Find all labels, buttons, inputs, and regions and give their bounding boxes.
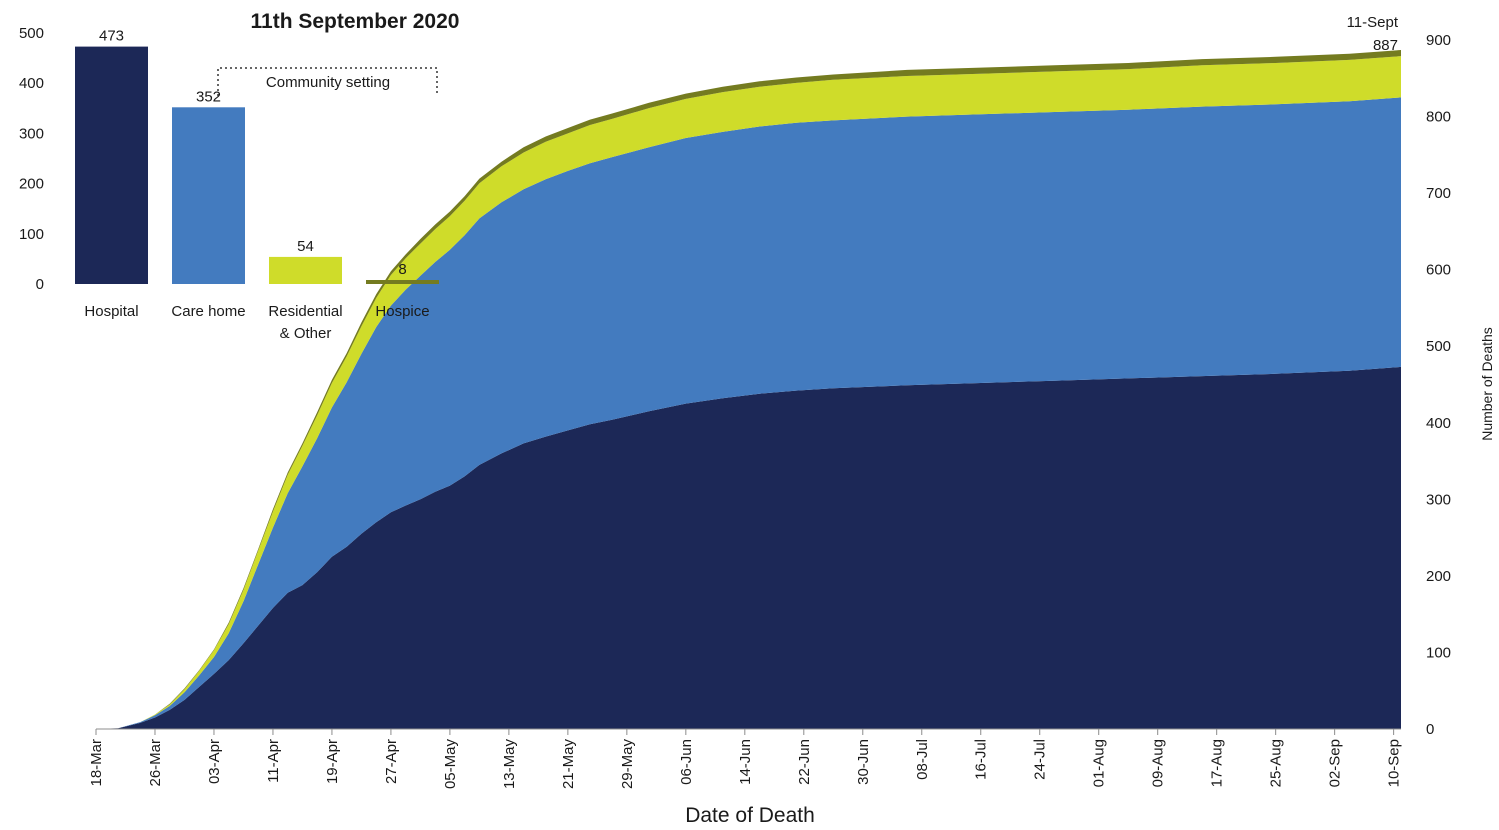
y-tick-label: 500 xyxy=(1426,338,1451,355)
x-tick-label: 19-Apr xyxy=(324,739,341,784)
x-axis-title: Date of Death xyxy=(685,804,815,827)
inset-category-label: Care home xyxy=(171,303,245,320)
inset-bar-value-label: 8 xyxy=(398,261,406,278)
x-tick-label: 30-Jun xyxy=(855,739,872,785)
x-tick-label: 17-Aug xyxy=(1209,739,1226,787)
inset-y-tick-label: 100 xyxy=(19,226,44,243)
end-date-annotation: 11-Sept xyxy=(1347,14,1399,31)
x-tick-label: 01-Aug xyxy=(1091,739,1108,787)
community-setting-label: Community setting xyxy=(266,74,390,91)
x-tick-label: 21-May xyxy=(560,739,577,790)
inset-bars: 473 Hospital 352 Care home 54 Residential & Ot… xyxy=(75,28,439,342)
x-tick-label: 08-Jul xyxy=(914,739,931,780)
inset-bar xyxy=(269,256,342,284)
inset-category-label: Residential xyxy=(268,303,342,320)
inset-bar xyxy=(75,46,148,284)
area-care-home xyxy=(96,97,1401,729)
x-tick-label: 25-Aug xyxy=(1268,739,1285,787)
inset-bar xyxy=(172,107,245,284)
inset-y-tick-label: 0 xyxy=(36,276,44,293)
x-tick-label: 24-Jul xyxy=(1032,739,1049,780)
x-tick-label: 06-Jun xyxy=(678,739,695,785)
x-tick-label: 10-Sep xyxy=(1386,739,1403,787)
inset-bar-value-label: 352 xyxy=(196,88,221,105)
inset-category-label: & Other xyxy=(280,325,332,342)
x-tick-label: 29-May xyxy=(619,739,636,790)
y-tick-label: 0 xyxy=(1426,721,1434,738)
y-tick-label: 300 xyxy=(1426,491,1451,508)
inset-bar-value-label: 54 xyxy=(297,238,314,255)
main-area-chart: 18-Mar 26-Mar 03-Apr 11-Apr 19-Apr 27-Apr 05-M… xyxy=(88,14,1495,827)
inset-category-label: Hospice xyxy=(375,303,429,320)
x-tick-label: 14-Jun xyxy=(737,739,754,785)
x-axis-ticks: 18-Mar 26-Mar 03-Apr 11-Apr 19-Apr 27-Apr 05-M… xyxy=(88,728,1403,790)
x-tick-label: 05-May xyxy=(442,739,459,790)
inset-y-tick-label: 200 xyxy=(19,176,44,193)
inset-y-tick-label: 400 xyxy=(19,75,44,92)
inset-y-axis-ticks: 0 100 200 300 400 500 xyxy=(19,25,44,293)
x-tick-label: 16-Jul xyxy=(973,739,990,780)
end-value-annotation: 887 xyxy=(1373,37,1398,54)
inset-title: 11th September 2020 xyxy=(251,10,460,33)
inset-y-tick-label: 300 xyxy=(19,125,44,142)
y-tick-label: 900 xyxy=(1426,32,1451,49)
x-tick-label: 09-Aug xyxy=(1150,739,1167,787)
inset-bar-value-label: 473 xyxy=(99,28,124,45)
y-tick-label: 100 xyxy=(1426,644,1451,661)
y-tick-label: 600 xyxy=(1426,262,1451,279)
y-tick-label: 400 xyxy=(1426,415,1451,432)
y-axis-ticks: 0 100 200 300 400 500 600 700 800 900 xyxy=(1426,32,1451,738)
x-tick-label: 03-Apr xyxy=(206,739,223,784)
stacked-areas xyxy=(96,50,1401,730)
y-tick-label: 700 xyxy=(1426,185,1451,202)
x-tick-label: 02-Sep xyxy=(1327,739,1344,787)
y-tick-label: 800 xyxy=(1426,109,1451,126)
x-tick-label: 18-Mar xyxy=(88,739,105,787)
x-tick-label: 11-Apr xyxy=(265,739,282,783)
x-tick-label: 26-Mar xyxy=(147,739,164,787)
area-hospital xyxy=(96,366,1401,729)
x-tick-label: 27-Apr xyxy=(383,739,400,784)
inset-y-tick-label: 500 xyxy=(19,25,44,42)
x-tick-label: 22-Jun xyxy=(796,739,813,785)
community-setting-bracket xyxy=(217,67,438,96)
inset-bar-chart: 11th September 2020 0 100 200 300 400 500 473… xyxy=(19,10,460,342)
inset-category-label: Hospital xyxy=(84,303,138,320)
inset-bar xyxy=(366,280,439,284)
y-axis-title: Number of Deaths xyxy=(1479,327,1495,441)
x-tick-label: 13-May xyxy=(501,739,518,790)
y-tick-label: 200 xyxy=(1426,568,1451,585)
